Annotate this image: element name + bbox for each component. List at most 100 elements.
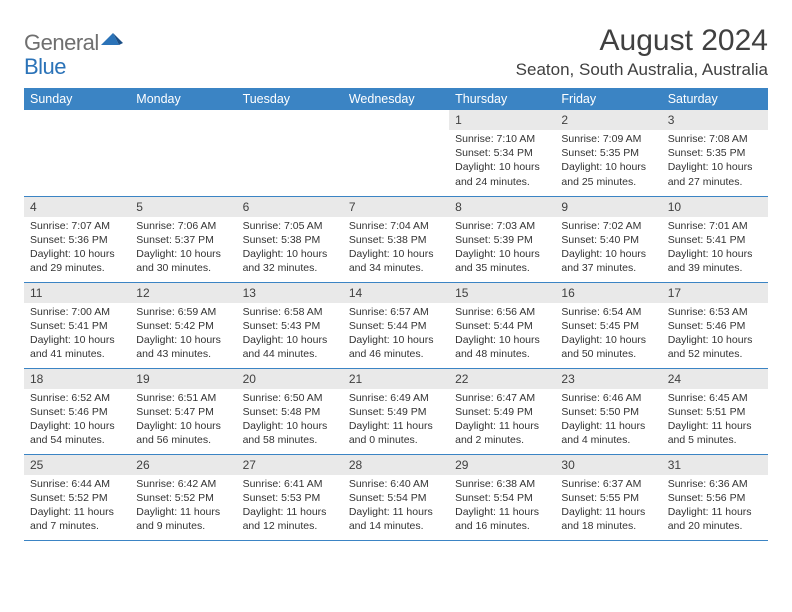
day-info: Sunrise: 6:54 AMSunset: 5:45 PMDaylight:… xyxy=(555,303,661,366)
calendar-week-row: 18Sunrise: 6:52 AMSunset: 5:46 PMDayligh… xyxy=(24,368,768,454)
day-info: Sunrise: 7:06 AMSunset: 5:37 PMDaylight:… xyxy=(130,217,236,280)
logo-text-general: General xyxy=(24,30,99,56)
daylight-line-2: and 7 minutes. xyxy=(30,519,124,533)
daylight-line-2: and 43 minutes. xyxy=(136,347,230,361)
sunrise-line: Sunrise: 6:38 AM xyxy=(455,477,549,491)
daylight-line-1: Daylight: 10 hours xyxy=(243,419,337,433)
daylight-line-2: and 24 minutes. xyxy=(455,175,549,189)
weekday-monday: Monday xyxy=(130,88,236,110)
calendar-week-row: 25Sunrise: 6:44 AMSunset: 5:52 PMDayligh… xyxy=(24,454,768,540)
sunrise-line: Sunrise: 6:45 AM xyxy=(668,391,762,405)
day-cell-25: 25Sunrise: 6:44 AMSunset: 5:52 PMDayligh… xyxy=(24,454,130,540)
daylight-line-2: and 50 minutes. xyxy=(561,347,655,361)
day-info: Sunrise: 7:04 AMSunset: 5:38 PMDaylight:… xyxy=(343,217,449,280)
sunset-line: Sunset: 5:39 PM xyxy=(455,233,549,247)
sunrise-line: Sunrise: 7:09 AM xyxy=(561,132,655,146)
sunset-line: Sunset: 5:54 PM xyxy=(455,491,549,505)
sunset-line: Sunset: 5:52 PM xyxy=(136,491,230,505)
title-block: August 2024 Seaton, South Australia, Aus… xyxy=(516,24,768,80)
sunset-line: Sunset: 5:41 PM xyxy=(668,233,762,247)
sunrise-line: Sunrise: 7:05 AM xyxy=(243,219,337,233)
page-header: General August 2024 Seaton, South Austra… xyxy=(24,24,768,80)
daylight-line-2: and 48 minutes. xyxy=(455,347,549,361)
day-info: Sunrise: 7:07 AMSunset: 5:36 PMDaylight:… xyxy=(24,217,130,280)
daylight-line-2: and 46 minutes. xyxy=(349,347,443,361)
daylight-line-1: Daylight: 10 hours xyxy=(349,333,443,347)
daylight-line-1: Daylight: 10 hours xyxy=(668,247,762,261)
day-number: 6 xyxy=(237,197,343,217)
calendar-week-row: 1Sunrise: 7:10 AMSunset: 5:34 PMDaylight… xyxy=(24,110,768,196)
day-number: 30 xyxy=(555,455,661,475)
day-number: 12 xyxy=(130,283,236,303)
sunset-line: Sunset: 5:44 PM xyxy=(349,319,443,333)
day-info: Sunrise: 7:10 AMSunset: 5:34 PMDaylight:… xyxy=(449,130,555,193)
day-number: 26 xyxy=(130,455,236,475)
sunrise-line: Sunrise: 6:41 AM xyxy=(243,477,337,491)
daylight-line-2: and 16 minutes. xyxy=(455,519,549,533)
location-subtitle: Seaton, South Australia, Australia xyxy=(516,60,768,80)
weekday-friday: Friday xyxy=(555,88,661,110)
day-cell-17: 17Sunrise: 6:53 AMSunset: 5:46 PMDayligh… xyxy=(662,282,768,368)
day-info: Sunrise: 7:05 AMSunset: 5:38 PMDaylight:… xyxy=(237,217,343,280)
daylight-line-2: and 37 minutes. xyxy=(561,261,655,275)
sunset-line: Sunset: 5:49 PM xyxy=(349,405,443,419)
daylight-line-2: and 30 minutes. xyxy=(136,261,230,275)
daylight-line-1: Daylight: 11 hours xyxy=(349,505,443,519)
daylight-line-2: and 2 minutes. xyxy=(455,433,549,447)
day-number: 7 xyxy=(343,197,449,217)
day-info: Sunrise: 6:40 AMSunset: 5:54 PMDaylight:… xyxy=(343,475,449,538)
sunset-line: Sunset: 5:44 PM xyxy=(455,319,549,333)
day-info: Sunrise: 6:52 AMSunset: 5:46 PMDaylight:… xyxy=(24,389,130,452)
day-info: Sunrise: 6:50 AMSunset: 5:48 PMDaylight:… xyxy=(237,389,343,452)
sunrise-line: Sunrise: 6:44 AM xyxy=(30,477,124,491)
weekday-sunday: Sunday xyxy=(24,88,130,110)
day-info: Sunrise: 6:42 AMSunset: 5:52 PMDaylight:… xyxy=(130,475,236,538)
day-number: 9 xyxy=(555,197,661,217)
daylight-line-1: Daylight: 11 hours xyxy=(349,419,443,433)
day-info: Sunrise: 6:41 AMSunset: 5:53 PMDaylight:… xyxy=(237,475,343,538)
day-number: 3 xyxy=(662,110,768,130)
day-number: 14 xyxy=(343,283,449,303)
daylight-line-1: Daylight: 10 hours xyxy=(136,333,230,347)
daylight-line-2: and 29 minutes. xyxy=(30,261,124,275)
day-number: 18 xyxy=(24,369,130,389)
sunset-line: Sunset: 5:45 PM xyxy=(561,319,655,333)
day-cell-4: 4Sunrise: 7:07 AMSunset: 5:36 PMDaylight… xyxy=(24,196,130,282)
month-title: August 2024 xyxy=(516,24,768,58)
day-number: 13 xyxy=(237,283,343,303)
day-info: Sunrise: 6:37 AMSunset: 5:55 PMDaylight:… xyxy=(555,475,661,538)
daylight-line-2: and 32 minutes. xyxy=(243,261,337,275)
daylight-line-2: and 9 minutes. xyxy=(136,519,230,533)
day-cell-7: 7Sunrise: 7:04 AMSunset: 5:38 PMDaylight… xyxy=(343,196,449,282)
sunrise-line: Sunrise: 7:01 AM xyxy=(668,219,762,233)
daylight-line-2: and 18 minutes. xyxy=(561,519,655,533)
daylight-line-1: Daylight: 10 hours xyxy=(561,247,655,261)
sunset-line: Sunset: 5:46 PM xyxy=(30,405,124,419)
logo-blue-text: Blue xyxy=(24,54,66,80)
daylight-line-1: Daylight: 10 hours xyxy=(668,160,762,174)
sunrise-line: Sunrise: 6:42 AM xyxy=(136,477,230,491)
daylight-line-2: and 56 minutes. xyxy=(136,433,230,447)
weekday-wednesday: Wednesday xyxy=(343,88,449,110)
day-number: 16 xyxy=(555,283,661,303)
day-cell-28: 28Sunrise: 6:40 AMSunset: 5:54 PMDayligh… xyxy=(343,454,449,540)
sunrise-line: Sunrise: 6:56 AM xyxy=(455,305,549,319)
day-cell-18: 18Sunrise: 6:52 AMSunset: 5:46 PMDayligh… xyxy=(24,368,130,454)
daylight-line-1: Daylight: 10 hours xyxy=(668,333,762,347)
day-number: 28 xyxy=(343,455,449,475)
day-info: Sunrise: 6:47 AMSunset: 5:49 PMDaylight:… xyxy=(449,389,555,452)
day-number: 22 xyxy=(449,369,555,389)
day-number: 8 xyxy=(449,197,555,217)
day-number: 4 xyxy=(24,197,130,217)
daylight-line-2: and 34 minutes. xyxy=(349,261,443,275)
empty-cell xyxy=(343,110,449,196)
day-number: 20 xyxy=(237,369,343,389)
sunset-line: Sunset: 5:50 PM xyxy=(561,405,655,419)
sunrise-line: Sunrise: 7:08 AM xyxy=(668,132,762,146)
day-cell-6: 6Sunrise: 7:05 AMSunset: 5:38 PMDaylight… xyxy=(237,196,343,282)
day-cell-10: 10Sunrise: 7:01 AMSunset: 5:41 PMDayligh… xyxy=(662,196,768,282)
sunrise-line: Sunrise: 7:10 AM xyxy=(455,132,549,146)
daylight-line-1: Daylight: 10 hours xyxy=(243,333,337,347)
sunrise-line: Sunrise: 6:51 AM xyxy=(136,391,230,405)
day-number: 17 xyxy=(662,283,768,303)
